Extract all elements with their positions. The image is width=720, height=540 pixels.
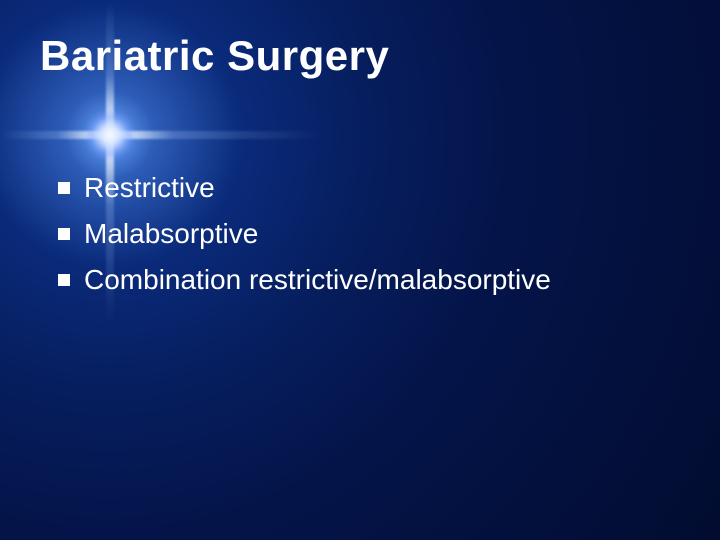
flare-horizontal bbox=[0, 131, 720, 139]
bullet-text: Combination restrictive/malabsorptive bbox=[84, 260, 551, 300]
bullet-item: Restrictive bbox=[58, 168, 551, 208]
bullet-text: Malabsorptive bbox=[84, 214, 258, 254]
bullet-item: Combination restrictive/malabsorptive bbox=[58, 260, 551, 300]
bullet-text: Restrictive bbox=[84, 168, 215, 208]
square-bullet-icon bbox=[58, 228, 70, 240]
slide: Bariatric Surgery Restrictive Malabsorpt… bbox=[0, 0, 720, 540]
bullet-item: Malabsorptive bbox=[58, 214, 551, 254]
square-bullet-icon bbox=[58, 182, 70, 194]
square-bullet-icon bbox=[58, 274, 70, 286]
flare-core bbox=[86, 111, 134, 159]
bullet-list: Restrictive Malabsorptive Combination re… bbox=[58, 168, 551, 306]
slide-title: Bariatric Surgery bbox=[40, 32, 389, 80]
